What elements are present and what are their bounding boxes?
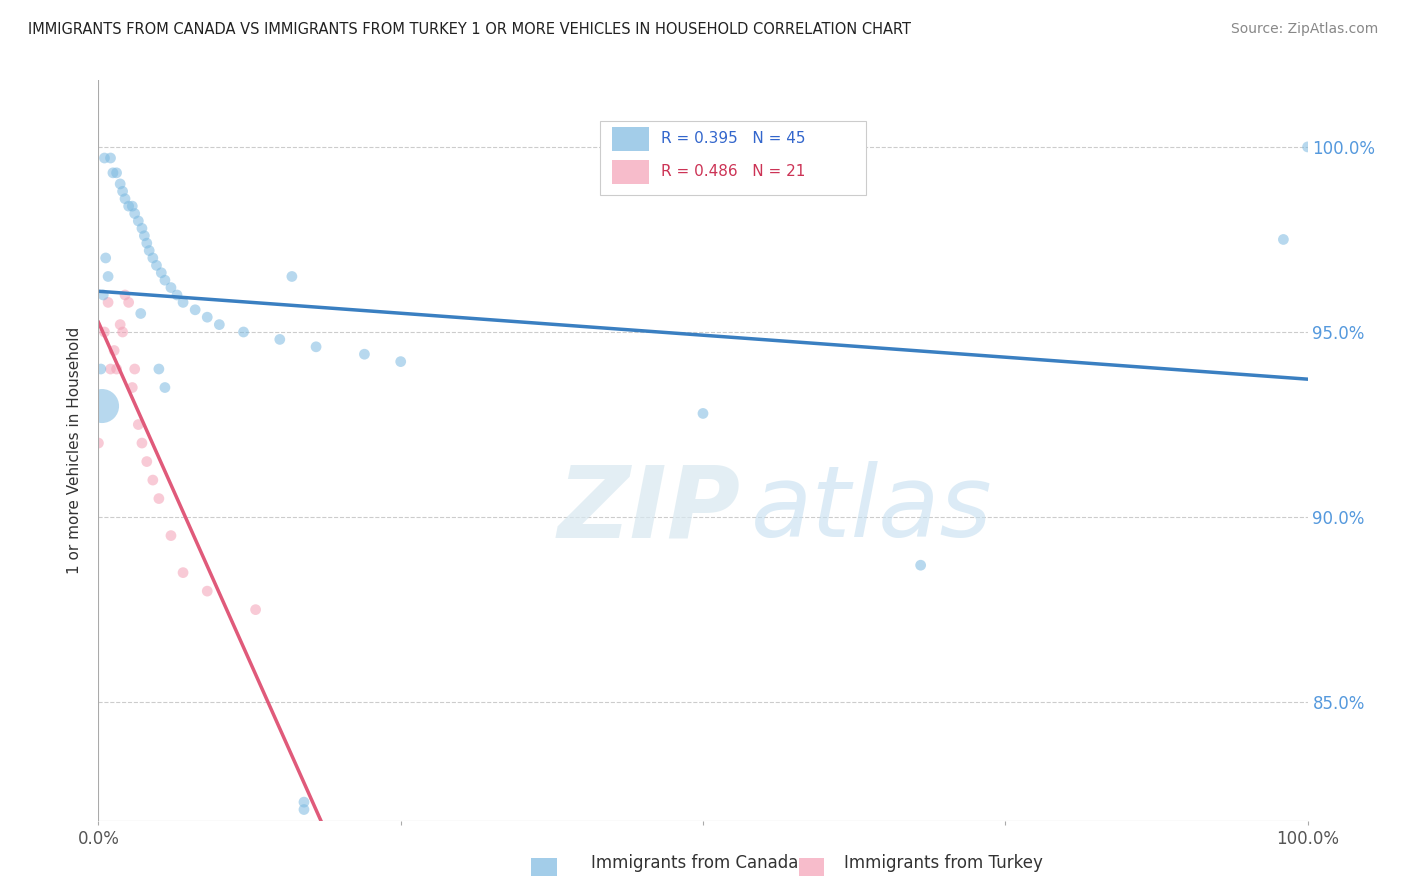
Point <box>281 269 304 284</box>
Point <box>97 295 120 310</box>
Point <box>269 332 291 346</box>
Point <box>160 528 183 542</box>
Point <box>100 362 122 376</box>
Point <box>108 318 131 332</box>
Point <box>153 273 176 287</box>
Point <box>100 151 122 165</box>
Point <box>195 310 218 325</box>
Point <box>103 343 125 358</box>
Point <box>172 566 194 580</box>
Point <box>135 454 157 468</box>
Point <box>135 236 157 251</box>
Point <box>90 362 112 376</box>
FancyBboxPatch shape <box>600 121 866 195</box>
Point <box>91 399 114 413</box>
Point <box>160 280 183 294</box>
Text: ZIP: ZIP <box>558 461 741 558</box>
Point <box>105 166 128 180</box>
Text: Immigrants from Canada: Immigrants from Canada <box>591 855 797 872</box>
Point <box>94 251 117 265</box>
Bar <box>613 161 648 184</box>
Point <box>232 325 254 339</box>
Text: R = 0.486   N = 21: R = 0.486 N = 21 <box>661 164 806 178</box>
Point <box>292 795 315 809</box>
Point <box>97 269 120 284</box>
Point <box>124 206 146 220</box>
Point <box>93 151 115 165</box>
Point <box>208 318 231 332</box>
Point <box>121 199 143 213</box>
Point <box>195 584 218 599</box>
Point <box>121 380 143 394</box>
Point <box>114 288 136 302</box>
Point <box>245 602 267 616</box>
Point <box>142 473 165 487</box>
Text: atlas: atlas <box>751 461 993 558</box>
Point <box>105 362 128 376</box>
Text: Source: ZipAtlas.com: Source: ZipAtlas.com <box>1230 22 1378 37</box>
Point <box>148 362 170 376</box>
Point <box>91 288 114 302</box>
Point <box>153 380 176 394</box>
Point <box>142 251 165 265</box>
Point <box>353 347 375 361</box>
Point <box>166 288 188 302</box>
Text: Immigrants from Turkey: Immigrants from Turkey <box>844 855 1042 872</box>
Text: R = 0.395   N = 45: R = 0.395 N = 45 <box>661 130 806 145</box>
Point <box>292 803 315 817</box>
Point <box>1272 232 1295 246</box>
Point <box>101 166 124 180</box>
Point <box>1296 140 1319 154</box>
Point <box>111 184 134 198</box>
Point <box>138 244 160 258</box>
Point <box>910 558 932 573</box>
Point <box>108 177 131 191</box>
Point <box>127 417 149 432</box>
Point <box>692 406 714 420</box>
Point <box>118 199 141 213</box>
Point <box>172 295 194 310</box>
Bar <box>613 127 648 151</box>
Point <box>118 295 141 310</box>
Point <box>134 228 156 243</box>
Point <box>93 325 115 339</box>
Point <box>148 491 170 506</box>
Point <box>131 436 153 450</box>
Point <box>129 306 152 320</box>
Point <box>127 214 149 228</box>
Point <box>124 362 146 376</box>
Point <box>131 221 153 235</box>
Point <box>184 302 207 317</box>
Point <box>389 354 412 368</box>
Point <box>111 325 134 339</box>
Point <box>150 266 173 280</box>
Point <box>114 192 136 206</box>
Text: IMMIGRANTS FROM CANADA VS IMMIGRANTS FROM TURKEY 1 OR MORE VEHICLES IN HOUSEHOLD: IMMIGRANTS FROM CANADA VS IMMIGRANTS FRO… <box>28 22 911 37</box>
Y-axis label: 1 or more Vehicles in Household: 1 or more Vehicles in Household <box>67 326 83 574</box>
Point <box>305 340 328 354</box>
Point <box>145 258 167 272</box>
Point <box>87 436 110 450</box>
